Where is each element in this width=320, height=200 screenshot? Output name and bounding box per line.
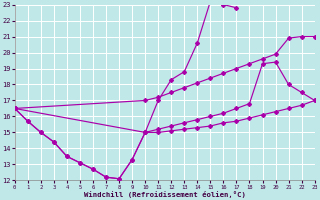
X-axis label: Windchill (Refroidissement éolien,°C): Windchill (Refroidissement éolien,°C) bbox=[84, 191, 246, 198]
